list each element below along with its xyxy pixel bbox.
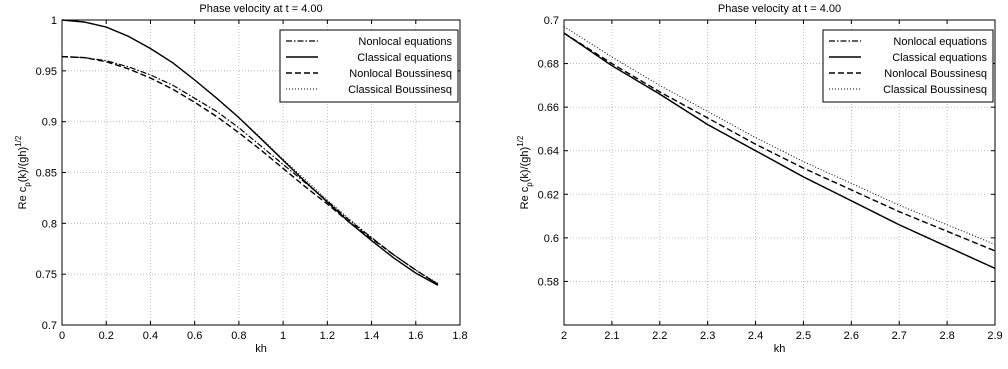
legend-label: Nonlocal Boussinesq [349, 68, 452, 80]
x-tick-label: 2.1 [604, 330, 619, 342]
x-tick-label: 1.8 [452, 330, 467, 342]
x-tick-label: 2.7 [892, 330, 907, 342]
x-tick-label: 0.6 [187, 330, 202, 342]
x-tick-label: 2.2 [652, 330, 667, 342]
series-line-nonlocal-boussinesq [61, 55, 439, 285]
y-tick-label: 0.9 [42, 117, 57, 129]
x-tick-label: 1.2 [320, 330, 335, 342]
legend-label: Classical equations [357, 52, 452, 64]
chart-panel-2: 2 2.1 2.2 2.3 2.4 2.5 2.6 2.7 2.8 2.9 0.58 0.6 0.62 0… [516, 3, 1003, 355]
y-tick-label: 0.7 [42, 320, 57, 332]
y-axis-label: Re cp(k)/(gh)1/2 [14, 135, 32, 209]
x-tick-label: 2.8 [939, 330, 954, 342]
legend-label: Nonlocal Boussinesq [884, 68, 987, 80]
series-line-classical-equations [61, 19, 439, 286]
y-tick-label: 0.85 [36, 168, 57, 180]
x-tick-label: 1.6 [408, 330, 423, 342]
y-tick-label: 0.62 [538, 189, 559, 201]
y-tick-label: 0.6 [544, 233, 559, 245]
legend-box [822, 29, 994, 103]
chart-title: Phase velocity at t = 4.00 [199, 3, 322, 15]
series-line-classical-equations [563, 32, 996, 270]
legend: Nonlocal equations Classical equations Non… [822, 29, 994, 103]
x-tick-label: 0.4 [143, 330, 158, 342]
y-tick-label: 0.58 [538, 276, 559, 288]
x-axis-label: kh [255, 343, 267, 355]
x-tick-label: 0.2 [99, 330, 114, 342]
x-tick-label: 0.8 [231, 330, 246, 342]
series-line-classical-boussinesq [563, 26, 996, 245]
series-line-classical-boussinesq [61, 19, 439, 284]
plot-frame [563, 19, 996, 326]
legend-label: Nonlocal equations [893, 36, 987, 48]
x-tick-label: 2 [561, 330, 567, 342]
y-tick-label: 0.75 [36, 269, 57, 281]
legend-label: Nonlocal equations [358, 36, 452, 48]
chart-panel-1: 0 0.2 0.4 0.6 0.8 1 1.2 1.4 1.6 1.8 0.7 0.75 0.8 0.85… [14, 3, 468, 355]
y-axis-label: Re cp(k)/(gh)1/2 [516, 135, 534, 209]
x-tick-label: 2.4 [748, 330, 763, 342]
x-tick-label: 0 [59, 330, 65, 342]
y-tick-label: 0.68 [538, 59, 559, 71]
legend: Nonlocal equations Classical equations Non… [279, 29, 459, 103]
y-tick-label: 0.66 [538, 102, 559, 114]
chart-title: Phase velocity at t = 4.00 [718, 3, 841, 15]
x-tick-label: 2.6 [844, 330, 859, 342]
x-tick-label: 2.3 [700, 330, 715, 342]
legend-label: Classical equations [892, 52, 987, 64]
y-tick-label: 0.7 [544, 15, 559, 27]
y-tick-label: 0.95 [36, 66, 57, 78]
y-tick-label: 1 [51, 15, 57, 27]
legend-label: Classical Boussinesq [348, 84, 452, 96]
y-tick-label: 0.8 [42, 218, 57, 230]
y-tick-label: 0.64 [538, 146, 559, 158]
x-tick-label: 1.4 [364, 330, 379, 342]
x-tick-label: 2.5 [796, 330, 811, 342]
series-line-nonlocal-boussinesq [563, 32, 996, 252]
x-tick-label: 1 [280, 330, 286, 342]
x-axis-label: kh [774, 343, 786, 355]
legend-box [279, 29, 459, 103]
x-tick-label: 2.9 [987, 330, 1002, 342]
legend-label: Classical Boussinesq [883, 84, 987, 96]
